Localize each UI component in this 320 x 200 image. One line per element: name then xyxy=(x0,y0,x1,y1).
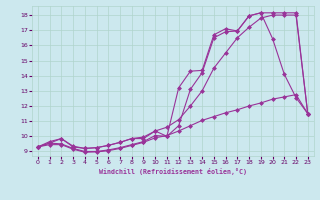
X-axis label: Windchill (Refroidissement éolien,°C): Windchill (Refroidissement éolien,°C) xyxy=(99,168,247,175)
